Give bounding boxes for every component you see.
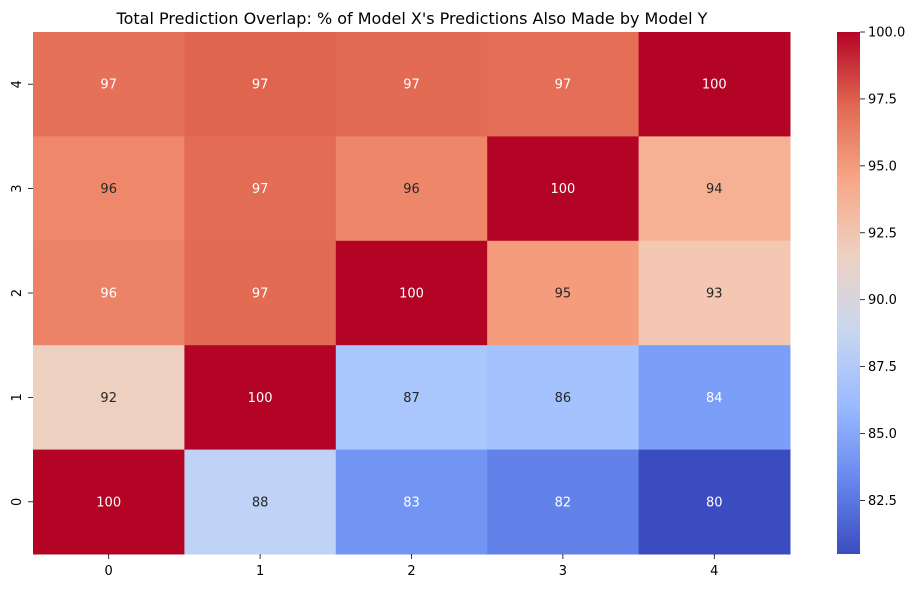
cell-value-label: 100	[550, 182, 575, 197]
cell-value-label: 100	[399, 287, 424, 302]
heatmap-cell	[638, 32, 791, 137]
cell-value-label: 95	[555, 287, 572, 302]
cell-value-label: 100	[702, 78, 727, 93]
chart-title: Total Prediction Overlap: % of Model X's…	[116, 9, 708, 28]
heatmap-cell	[487, 136, 640, 242]
x-tick-label: 1	[256, 564, 264, 579]
heatmap-cell	[638, 240, 791, 346]
x-tick-label: 0	[105, 564, 113, 579]
cell-value-label: 92	[100, 391, 117, 406]
heatmap-cell	[638, 449, 791, 555]
colorbar-tick-label: 82.5	[868, 494, 897, 509]
heatmap-cell	[33, 136, 185, 242]
cell-value-label: 97	[403, 78, 420, 93]
cell-value-label: 86	[555, 391, 572, 406]
colorbar-gradient	[837, 32, 860, 554]
cell-value-label: 96	[100, 287, 117, 302]
cell-value-label: 97	[252, 287, 269, 302]
y-tick-label: 0	[10, 498, 25, 506]
heatmap-cell	[184, 449, 337, 555]
heatmap-cell	[487, 345, 640, 451]
cell-value-label: 96	[403, 182, 420, 197]
colorbar-tick-label: 87.5	[868, 360, 897, 375]
heatmap-cell	[335, 32, 488, 137]
colorbar-tick-label: 100.0	[868, 26, 905, 41]
heatmap-cell	[184, 32, 337, 137]
y-axis: 4 3 2 1 0	[10, 80, 33, 506]
heatmap-cell	[487, 240, 640, 346]
cell-value-label: 94	[706, 182, 723, 197]
cell-value-label: 87	[403, 391, 420, 406]
cell-value-label: 97	[555, 78, 572, 93]
heatmap-cell	[33, 449, 185, 555]
colorbar-tick-label: 92.5	[868, 226, 897, 241]
cell-value-label: 97	[252, 78, 269, 93]
cell-value-label: 84	[706, 391, 723, 406]
y-tick-label: 2	[10, 289, 25, 297]
heatmap-cell	[184, 136, 337, 242]
heatmap-cell	[184, 345, 337, 451]
cell-value-label: 80	[706, 495, 723, 510]
cell-value-label: 96	[100, 182, 117, 197]
colorbar-tick-label: 97.5	[868, 92, 897, 107]
heatmap-cells: 97 97 97 97 100 96 97 96 100 94 96 97 100 95 93 92 100 87…	[33, 32, 791, 555]
cell-value-label: 97	[252, 182, 269, 197]
cell-value-label: 82	[555, 495, 572, 510]
x-tick-label: 2	[407, 564, 415, 579]
y-tick-label: 1	[10, 393, 25, 401]
heatmap-cell	[335, 240, 488, 346]
cell-value-label: 100	[248, 391, 273, 406]
heatmap-cell	[335, 449, 488, 555]
heatmap-cell	[33, 345, 185, 451]
colorbar-tick-label: 95.0	[868, 159, 897, 174]
cell-value-label: 100	[96, 495, 121, 510]
heatmap-cell	[638, 345, 791, 451]
heatmap-cell	[335, 136, 488, 242]
y-tick-label: 4	[10, 80, 25, 88]
cell-value-label: 83	[403, 495, 420, 510]
cell-value-label: 97	[100, 78, 117, 93]
y-tick-label: 3	[10, 184, 25, 192]
cell-value-label: 88	[252, 495, 269, 510]
x-axis: 0 1 2 3 4	[105, 554, 718, 579]
colorbar-tick-label: 90.0	[868, 293, 897, 308]
colorbar-tick-label: 85.0	[868, 427, 897, 442]
heatmap-cell	[487, 32, 640, 137]
heatmap-cell	[487, 449, 640, 555]
cell-value-label: 93	[706, 287, 723, 302]
heatmap-cell	[33, 240, 185, 346]
heatmap-cell	[638, 136, 791, 242]
x-tick-label: 3	[559, 564, 567, 579]
heatmap-cell	[33, 32, 185, 137]
colorbar: 82.5 85.0 87.5 90.0 92.5 95.0 97.5 100.0	[837, 26, 905, 554]
x-tick-label: 4	[710, 564, 718, 579]
heatmap-cell	[335, 345, 488, 451]
heatmap-cell	[184, 240, 337, 346]
